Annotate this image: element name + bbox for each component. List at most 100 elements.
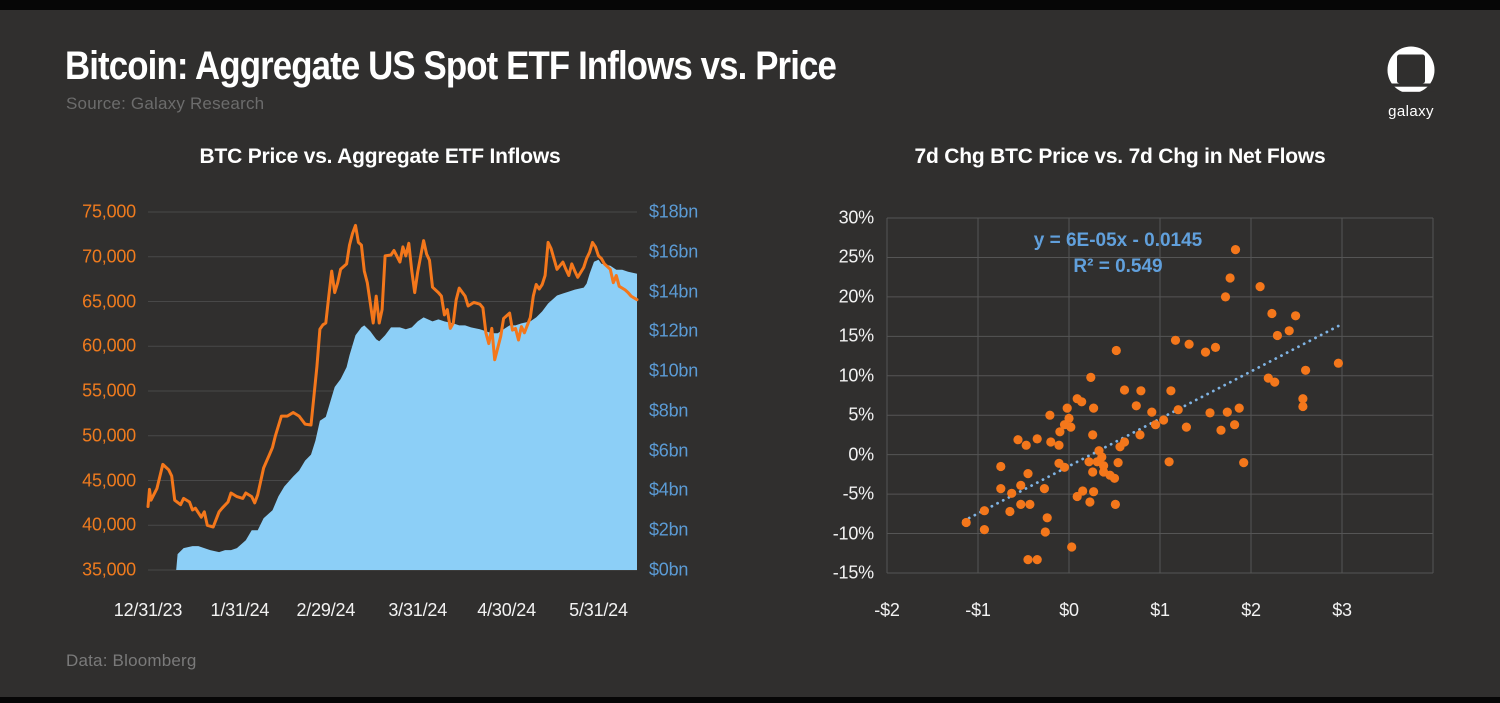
- left-chart-title: BTC Price vs. Aggregate ETF Inflows: [199, 145, 561, 168]
- scatter-point: [1042, 513, 1052, 523]
- btc-price-axis-tick: 40,000: [82, 514, 136, 535]
- pct-change-axis-tick: 5%: [848, 404, 874, 425]
- scatter-point: [1291, 311, 1301, 321]
- net-flow-axis-tick: -$1: [965, 600, 991, 620]
- scatter-point: [1166, 386, 1176, 396]
- left-chart-date-tick: 4/30/24: [477, 600, 536, 620]
- scatter-point: [1097, 452, 1107, 462]
- scatter-point: [1088, 430, 1098, 440]
- regression-annotation: y = 6E-05x - 0.0145 R² = 0.549: [958, 228, 1278, 280]
- scatter-point: [1301, 365, 1311, 375]
- pct-change-axis-tick: -10%: [832, 523, 874, 544]
- left-chart-date-tick: 12/31/23: [113, 600, 183, 620]
- scatter-point: [1216, 425, 1226, 435]
- left-chart-date-tick: 3/31/24: [388, 600, 448, 620]
- scatter-point: [1272, 330, 1282, 341]
- btc-price-axis-tick: 45,000: [82, 470, 136, 490]
- regression-r-squared: R² = 0.549: [1073, 256, 1163, 277]
- scatter-point: [1159, 415, 1169, 425]
- scatter-point: [1005, 506, 1015, 517]
- scatter-point: [1023, 555, 1033, 565]
- scatter-point: [1088, 467, 1098, 477]
- scatter-point: [1298, 394, 1308, 404]
- page-title: Bitcoin: Aggregate US Spot ETF Inflows v…: [65, 44, 837, 88]
- etf-inflow-axis-tick: $2bn: [649, 519, 689, 540]
- right-chart-title: 7d Chg BTC Price vs. 7d Chg in Net Flows: [914, 145, 1326, 168]
- left-chart-date-tick: 5/31/24: [569, 600, 628, 620]
- scatter-point: [1066, 422, 1076, 432]
- source-credit: Source: Galaxy Research: [66, 94, 265, 113]
- scatter-point: [1089, 403, 1099, 413]
- scatter-point: [1255, 282, 1265, 292]
- scatter-point: [1230, 420, 1240, 430]
- etf-inflow-axis-tick: $4bn: [649, 479, 689, 500]
- scatter-point: [1333, 358, 1343, 368]
- scatter-point: [1054, 440, 1064, 450]
- scatter-point: [979, 525, 990, 535]
- scatter-point: [1067, 542, 1077, 552]
- scatter-point: [1119, 437, 1130, 447]
- scatter-point: [1113, 458, 1123, 468]
- btc-price-axis-tick: 70,000: [82, 246, 136, 267]
- net-flow-axis-tick: $0: [1059, 600, 1079, 620]
- scatter-point: [1284, 326, 1294, 336]
- btc-price-line-series: [146, 223, 639, 529]
- scatter-point: [1109, 473, 1120, 483]
- btc-price-axis-tick: 50,000: [82, 425, 136, 446]
- etf-inflow-axis-tick: $0bn: [649, 559, 689, 580]
- galaxy-logo-word: galaxy: [1388, 103, 1434, 120]
- scatter-point: [1298, 401, 1308, 412]
- regression-equation: y = 6E-05x - 0.0145: [1033, 230, 1203, 251]
- scatter-point: [1131, 401, 1141, 411]
- scatter-point: [1064, 413, 1074, 423]
- etf-inflows-area-series: [176, 259, 637, 570]
- scatter-point: [1136, 386, 1146, 396]
- scatter-point: [1059, 462, 1070, 472]
- scatter-point: [1007, 488, 1017, 498]
- pct-change-axis-tick: -15%: [832, 562, 874, 583]
- scatter-point: [1099, 461, 1109, 471]
- galaxy-helmet-icon: [1387, 46, 1435, 95]
- pct-change-axis-tick: 25%: [838, 246, 875, 267]
- btc-price-axis-tick: 60,000: [82, 335, 136, 356]
- scatter-point: [1078, 486, 1088, 496]
- scatter-point: [1200, 347, 1211, 357]
- pct-change-axis-tick: 20%: [838, 286, 875, 307]
- scatter-point: [1021, 440, 1031, 450]
- scatter-point: [1164, 457, 1174, 467]
- net-flow-axis-tick: $1: [1150, 600, 1170, 620]
- pct-change-axis-tick: 0%: [848, 444, 874, 465]
- pct-change-axis-tick: 10%: [838, 365, 875, 386]
- etf-inflow-axis-tick: $10bn: [649, 360, 699, 381]
- btc-price-axis-tick: 75,000: [82, 201, 136, 222]
- scatter-point: [996, 484, 1006, 494]
- scatter-point: [1086, 372, 1096, 382]
- btc-price-axis-tick: 65,000: [82, 291, 136, 311]
- bottom-frame-bar: [0, 697, 1500, 703]
- scatter-point: [1119, 385, 1130, 395]
- scatter-point: [1205, 408, 1215, 418]
- scatter-point: [1025, 499, 1035, 509]
- pct-change-axis-tick: -5%: [842, 483, 875, 504]
- scatter-point: [1239, 458, 1249, 468]
- left-chart-date-tick: 2/29/24: [296, 600, 356, 620]
- scatter-point: [1230, 245, 1241, 255]
- scatter-point: [1270, 377, 1280, 387]
- scatter-point: [1220, 292, 1231, 302]
- scatter-point: [1173, 405, 1183, 415]
- data-credit: Data: Bloomberg: [66, 651, 197, 670]
- scatter-point: [1210, 342, 1221, 352]
- etf-inflow-axis-tick: $6bn: [649, 440, 689, 461]
- pct-change-axis-tick: 15%: [838, 325, 875, 346]
- scatter-point: [1181, 422, 1191, 432]
- scatter-point: [1016, 480, 1026, 490]
- top-frame-bar: [0, 0, 1500, 10]
- scatter-point: [1062, 403, 1072, 413]
- scatter-point: [1084, 457, 1094, 467]
- scatter-point: [1147, 407, 1157, 417]
- etf-inflow-axis-tick: $18bn: [649, 201, 699, 222]
- scatter-point: [996, 461, 1006, 472]
- etf-inflow-axis-tick: $8bn: [649, 400, 689, 421]
